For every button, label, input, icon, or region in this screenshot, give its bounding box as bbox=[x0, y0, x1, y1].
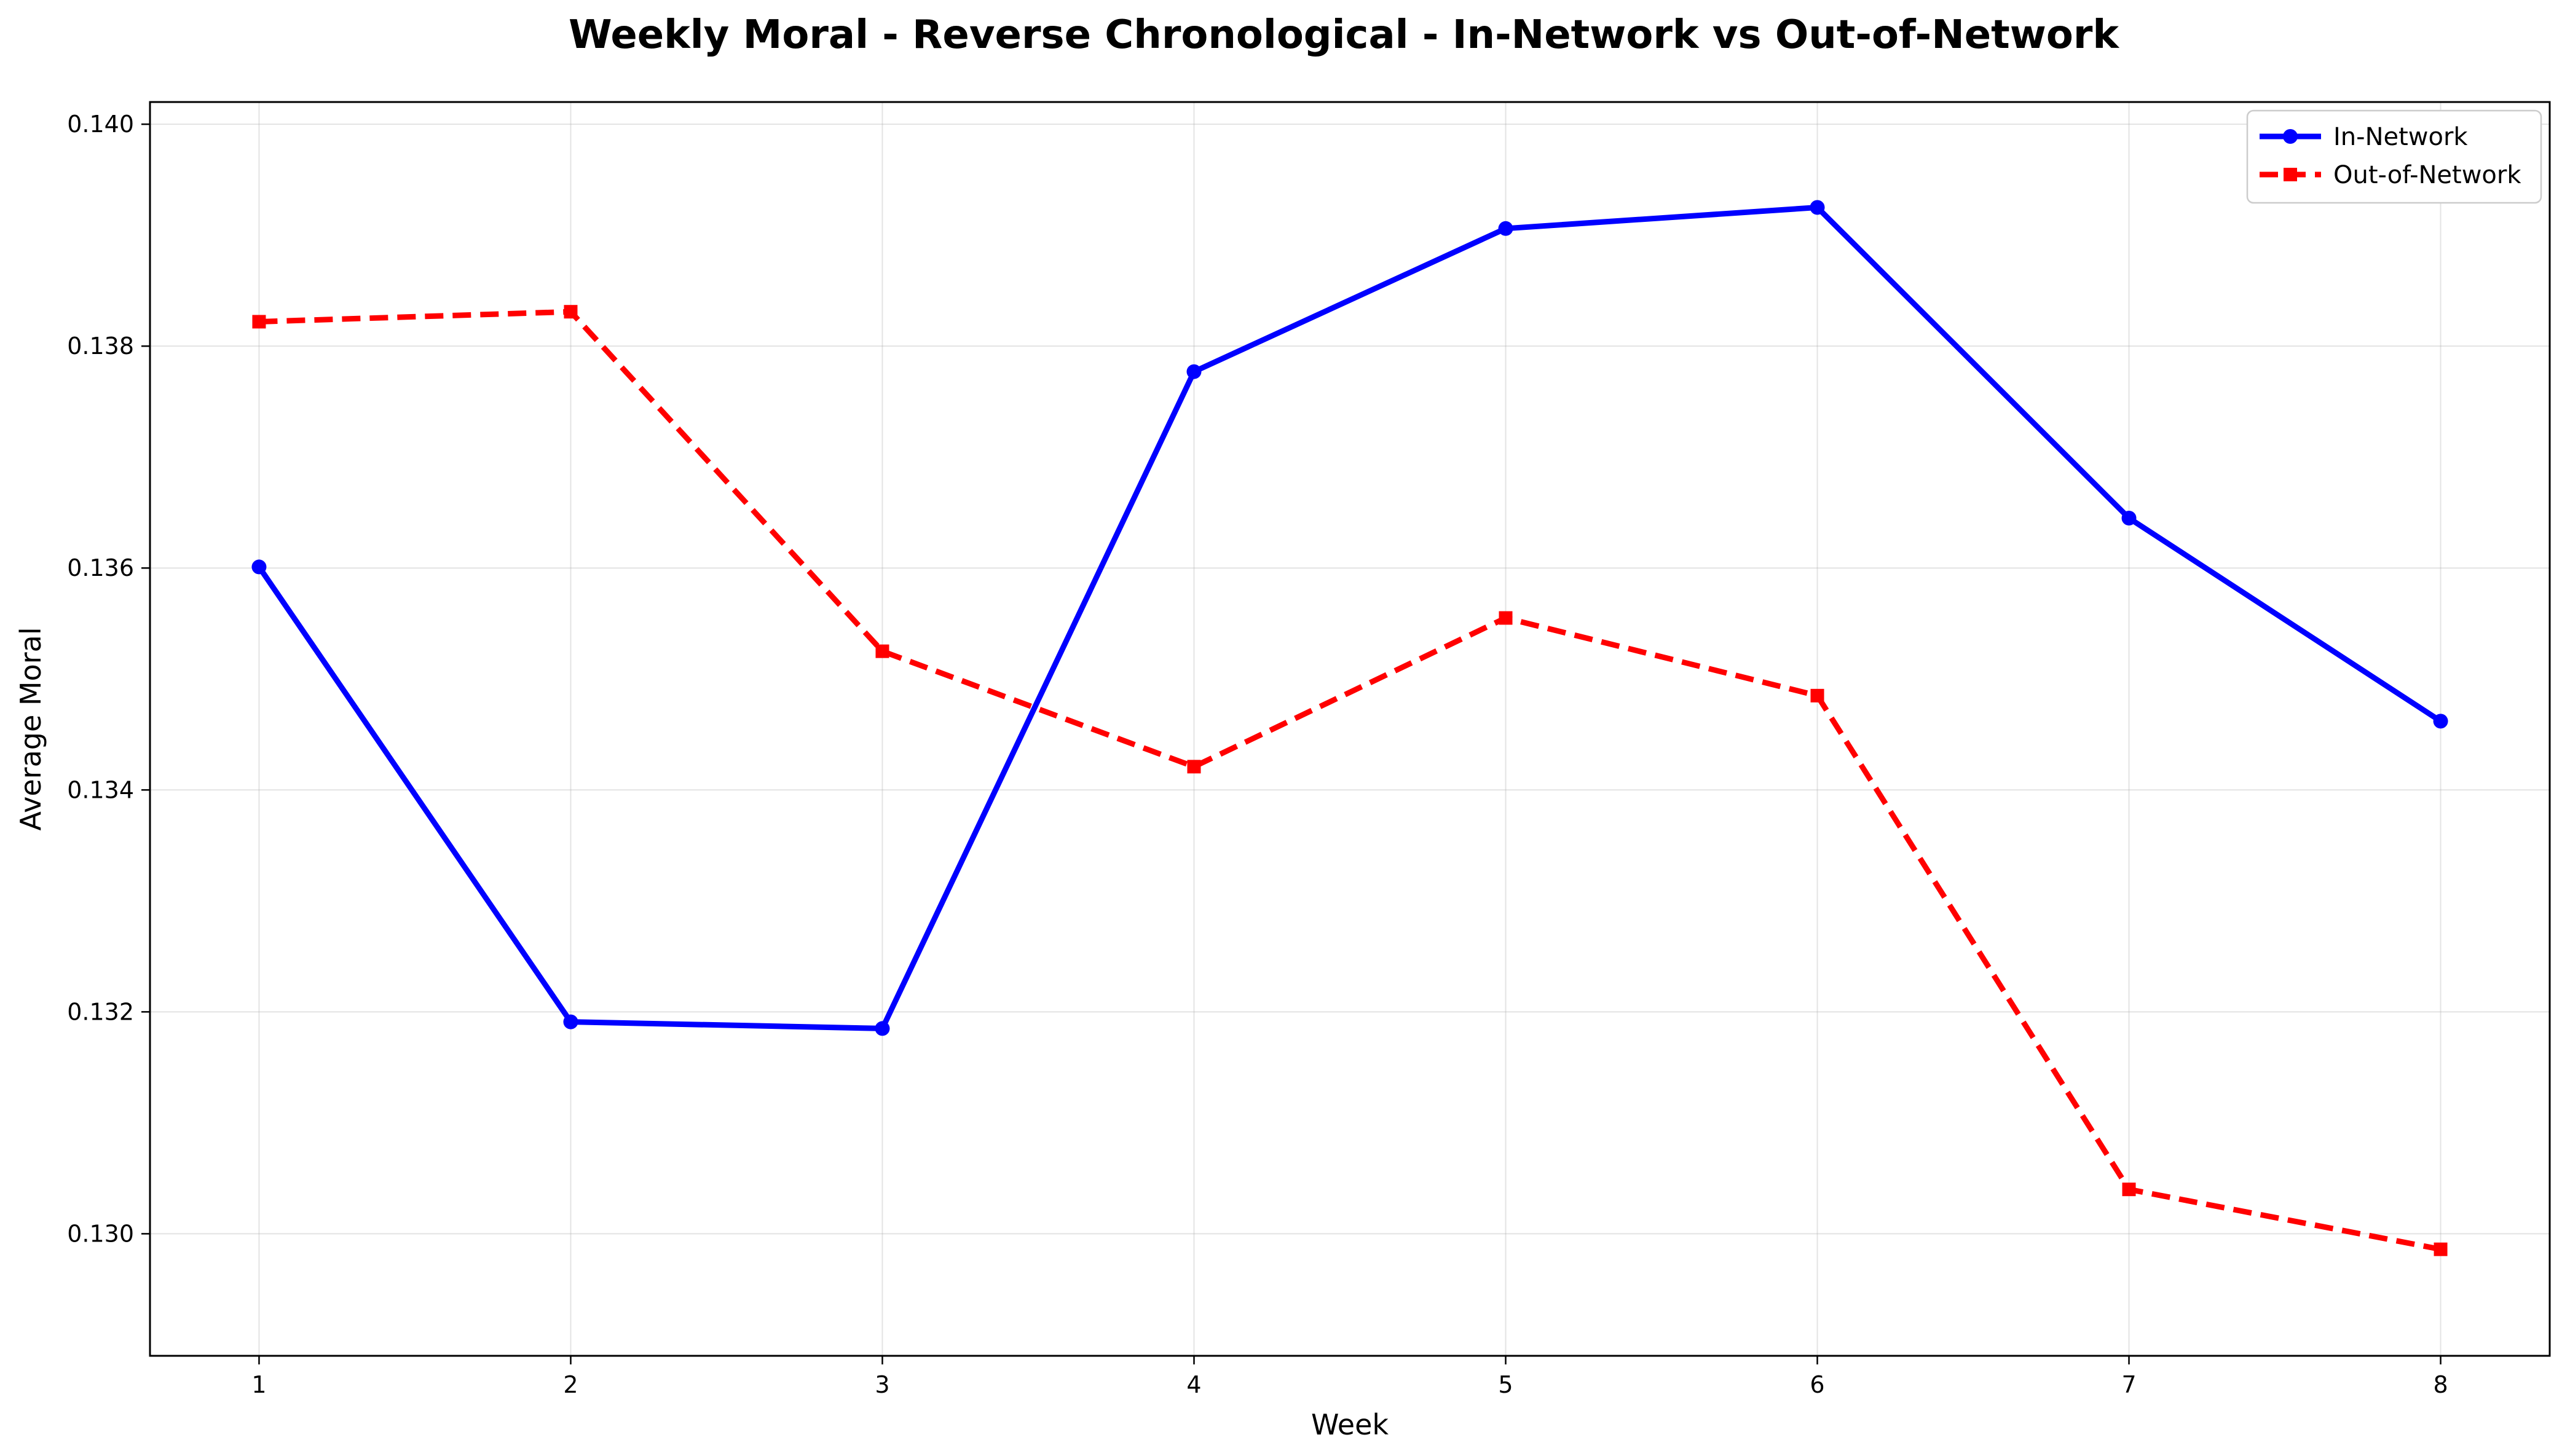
axis-ticks: 1 2 3 4 5 6 7 8 0.130 0.132 0.134 0.136 0.138 0.140 bbox=[67, 111, 2448, 1398]
legend-label: Out-of-Network bbox=[2333, 161, 2521, 189]
chart-title: Weekly Moral - Reverse Chronological - I… bbox=[569, 12, 2119, 58]
y-axis-label: Average Moral bbox=[14, 627, 47, 830]
grid bbox=[150, 102, 2550, 1356]
x-tick-label: 8 bbox=[2433, 1371, 2448, 1398]
y-tick-label: 0.130 bbox=[67, 1220, 134, 1247]
data-point bbox=[875, 644, 889, 658]
data-point bbox=[1498, 221, 1513, 236]
x-tick-label: 4 bbox=[1186, 1371, 1201, 1398]
x-tick-label: 2 bbox=[563, 1371, 578, 1398]
legend-item-out-of-network: Out-of-Network bbox=[2260, 161, 2521, 189]
data-point bbox=[251, 559, 267, 575]
data-point bbox=[1499, 611, 1513, 625]
legend-entries: In-Network Out-of-Network bbox=[2260, 123, 2521, 189]
series-layer bbox=[251, 200, 2448, 1256]
legend-marker bbox=[2284, 168, 2297, 181]
series-out-of-network bbox=[252, 305, 2448, 1256]
y-tick-label: 0.138 bbox=[67, 333, 134, 360]
data-point bbox=[2434, 1242, 2448, 1256]
data-point bbox=[1810, 688, 1824, 702]
x-tick-label: 3 bbox=[875, 1371, 889, 1398]
data-point bbox=[563, 1014, 578, 1029]
legend: In-Network Out-of-Network bbox=[2246, 109, 2542, 204]
data-point bbox=[2121, 510, 2137, 525]
data-point bbox=[2433, 714, 2448, 729]
series-line-out-of-network bbox=[259, 309, 2442, 1253]
legend-label: In-Network bbox=[2333, 123, 2468, 151]
series-line-in-network bbox=[256, 205, 2444, 1031]
data-point bbox=[1186, 364, 1202, 379]
series-in-network bbox=[251, 200, 2448, 1036]
plot-frame bbox=[149, 101, 2551, 1357]
y-tick-label: 0.134 bbox=[67, 776, 134, 803]
x-tick-label: 6 bbox=[1810, 1371, 1824, 1398]
data-point bbox=[2122, 1183, 2136, 1197]
data-point bbox=[875, 1021, 890, 1036]
data-point bbox=[1187, 760, 1201, 774]
y-tick-label: 0.136 bbox=[67, 554, 134, 581]
legend-item-in-network: In-Network bbox=[2260, 123, 2468, 151]
x-tick-label: 5 bbox=[1498, 1371, 1513, 1398]
y-tick-label: 0.140 bbox=[67, 111, 134, 138]
data-point bbox=[564, 305, 578, 319]
data-point bbox=[252, 315, 266, 329]
y-tick-label: 0.132 bbox=[67, 998, 134, 1025]
data-point bbox=[1810, 200, 1825, 215]
x-axis-label: Week bbox=[1311, 1408, 1389, 1441]
x-tick-label: 1 bbox=[251, 1371, 266, 1398]
legend-marker bbox=[2283, 129, 2298, 144]
x-tick-label: 7 bbox=[2121, 1371, 2136, 1398]
